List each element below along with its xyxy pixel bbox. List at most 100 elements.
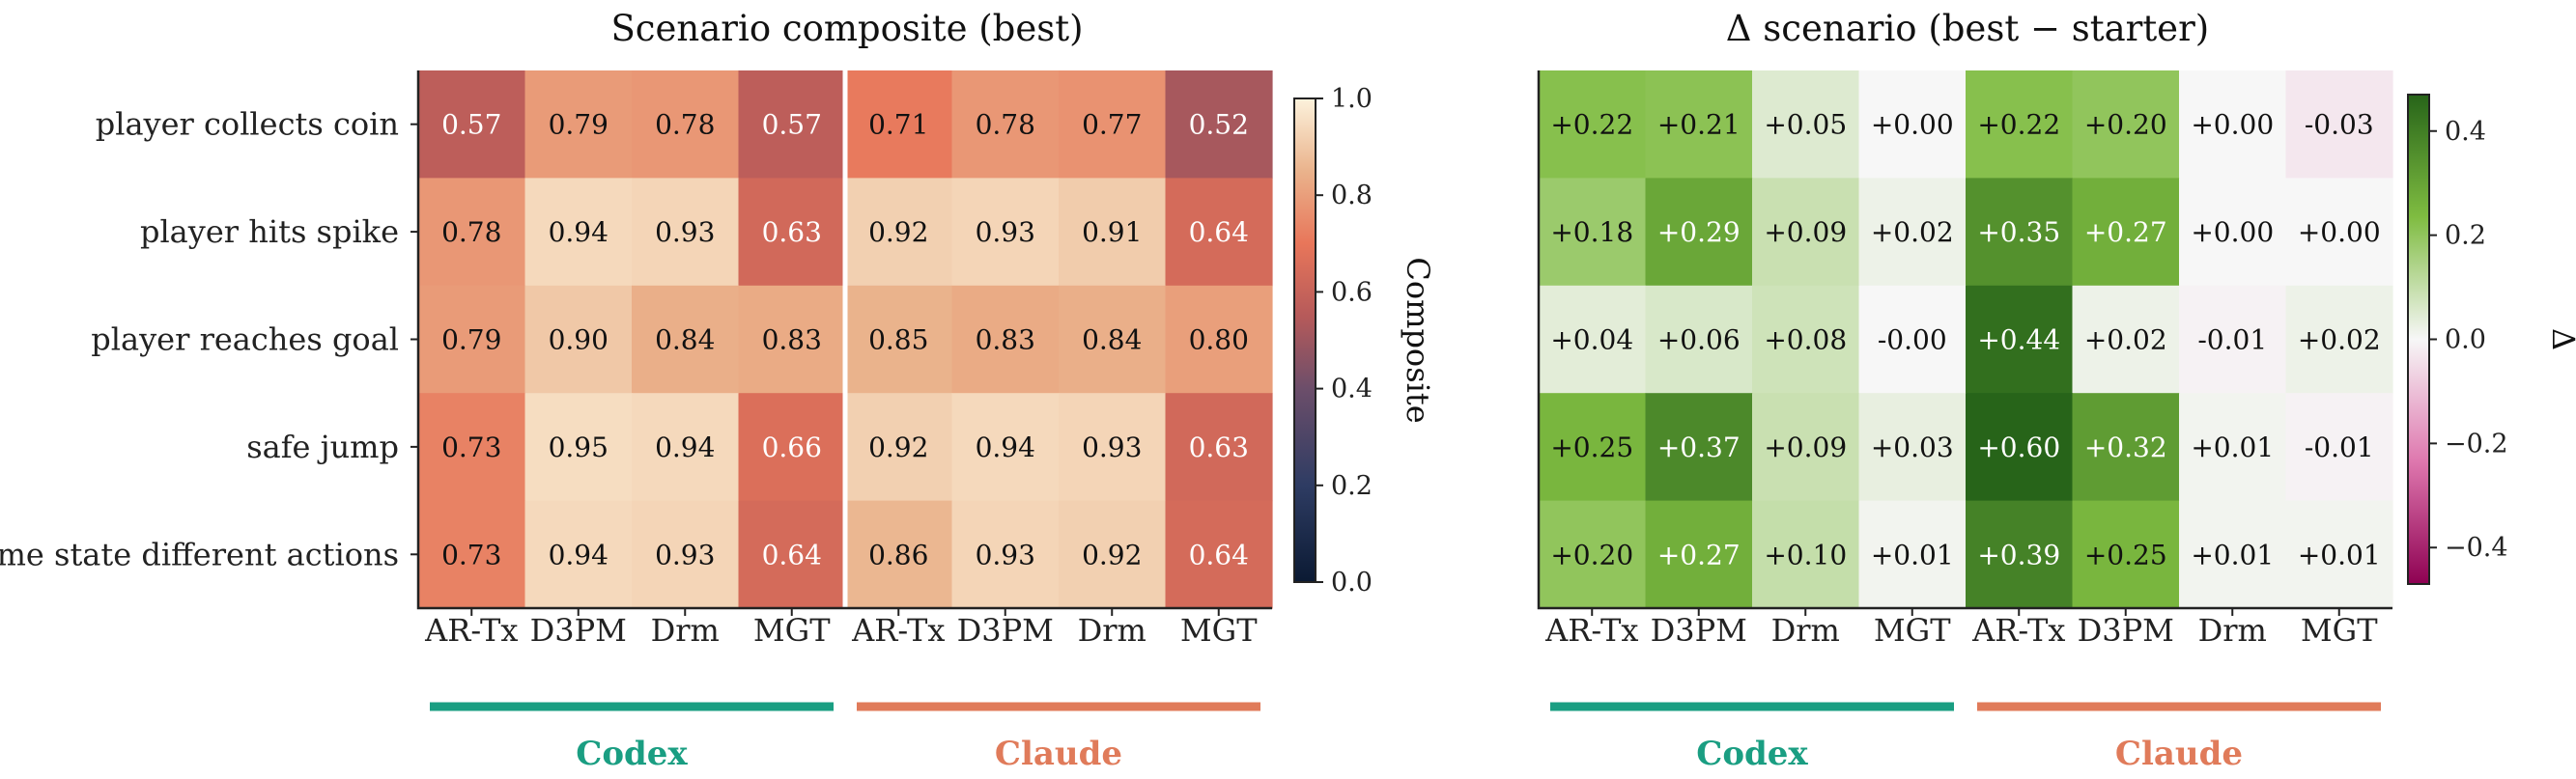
heatmap-cell: [2179, 178, 2287, 287]
cell-value-label: 0.71: [868, 109, 928, 141]
cell-value-label: 0.52: [1189, 109, 1249, 141]
x-tick-label: Drm: [2198, 612, 2267, 649]
cell-value-label: 0.94: [549, 216, 609, 248]
row-label: same state different actions: [0, 536, 399, 572]
heatmap-cell: [1165, 393, 1273, 502]
heatmap-cell: [951, 285, 1060, 394]
x-tick-label: MGT: [1874, 612, 1951, 649]
heatmap-cell: [418, 500, 526, 609]
x-tick-label: MGT: [2301, 612, 2378, 649]
delta-cells: +0.22 +0.21 +0.05 +0.00 +0.22 +0.20 +0.00 -0.03…: [1537, 70, 2393, 610]
cell-value-label: +0.02: [2298, 324, 2381, 356]
cell-value-label: 0.63: [762, 216, 822, 248]
cell-value-label: 0.84: [1082, 324, 1142, 356]
heatmap-cell: [738, 393, 846, 502]
heatmap-cell: [2179, 285, 2287, 394]
heatmap-cell: [1165, 178, 1273, 287]
heatmap-cell: [1059, 178, 1167, 287]
heatmap-cell: [1165, 285, 1273, 394]
cell-value-label: -0.00: [1878, 324, 1947, 356]
heatmap-cell: [1539, 70, 1647, 179]
cell-value-label: +0.01: [2191, 539, 2274, 570]
cell-value-label: 0.91: [1082, 216, 1142, 248]
heatmap-cell: [1059, 70, 1167, 179]
x-tick-label: MGT: [753, 612, 831, 649]
heatmap-cell: [418, 178, 526, 287]
colorbar-tick-label: −0.4: [2445, 533, 2508, 563]
cell-value-label: 0.63: [1189, 431, 1249, 463]
row-label: safe jump: [246, 429, 399, 465]
cell-value-label: +0.27: [2084, 216, 2167, 248]
heatmap-cell: [1752, 178, 1860, 287]
cell-value-label: +0.02: [2084, 324, 2167, 356]
axis-spine: [1537, 70, 2392, 610]
cell-value-label: 0.94: [976, 431, 1035, 463]
x-tick-label: D3PM: [530, 612, 627, 649]
heatmap-cell: [1966, 178, 2074, 287]
heatmap-cell: [1858, 285, 1967, 394]
heatmap-cell: [1752, 285, 1860, 394]
heatmap-cell: [1966, 70, 2074, 179]
x-tick-label: AR-Tx: [424, 612, 518, 649]
heatmap-cell: [2072, 393, 2180, 502]
cell-value-label: +0.01: [2191, 431, 2274, 463]
cell-value-label: 0.64: [1189, 539, 1249, 570]
heatmap-cell: [2072, 70, 2180, 179]
heatmap-cell: [2072, 285, 2180, 394]
heatmap-cell: [738, 70, 846, 179]
heatmap-cell: [1858, 500, 1967, 609]
cell-value-label: +0.37: [1657, 431, 1741, 463]
cell-value-label: +0.20: [1550, 539, 1633, 570]
cell-value-label: 0.95: [549, 431, 609, 463]
cell-value-label: 0.83: [976, 324, 1035, 356]
x-tick-label: D3PM: [1651, 612, 1747, 649]
heatmap-cell: [1645, 285, 1753, 394]
cell-value-label: +0.08: [1764, 324, 1847, 356]
cell-value-label: +0.10: [1764, 539, 1847, 570]
cell-value-label: +0.39: [1977, 539, 2060, 570]
heatmap-cell: [1539, 285, 1647, 394]
x-tick-label: Drm: [651, 612, 720, 649]
heatmap-cell: [2072, 500, 2180, 609]
heatmap-cell: [1966, 500, 2074, 609]
composite-group-legend: Codex Claude: [430, 702, 1260, 773]
colorbar-tick-label: 0.4: [1331, 375, 1373, 404]
heatmap-cell: [2285, 285, 2393, 394]
heatmap-cell: [524, 178, 633, 287]
heatmap-cell: [951, 70, 1060, 179]
cell-value-label: 0.57: [441, 109, 501, 141]
colorbar-tick-label: 0.2: [1331, 471, 1373, 501]
heatmap-cell: [418, 285, 526, 394]
colorbar-label: Composite: [1400, 257, 1436, 423]
delta-group-legend: Codex Claude: [1550, 702, 2381, 773]
cell-value-label: +0.21: [1657, 109, 1741, 141]
cell-value-label: 0.93: [976, 539, 1035, 570]
heatmap-cell: [1645, 70, 1753, 179]
heatmap-cell: [1645, 178, 1753, 287]
cell-value-label: -0.01: [2305, 431, 2374, 463]
delta-x-ticks: AR-Tx D3PM Drm MGT AR-Tx D3PM Drm MGT: [1544, 608, 2378, 649]
cell-value-label: +0.00: [2191, 109, 2274, 141]
x-tick-label: D3PM: [957, 612, 1054, 649]
cell-value-label: 0.77: [1082, 109, 1142, 141]
colorbar-tick-label: 0.4: [2445, 117, 2486, 147]
x-tick-label: AR-Tx: [1544, 612, 1638, 649]
heatmap-cell: [1966, 393, 2074, 502]
x-tick-label: Drm: [1078, 612, 1146, 649]
colorbar-tick-label: 0.2: [2445, 221, 2486, 251]
cell-value-label: +0.04: [1550, 324, 1633, 356]
cell-value-label: 0.86: [868, 539, 928, 570]
heatmap-cell: [1059, 393, 1167, 502]
cell-value-label: +0.09: [1764, 216, 1847, 248]
cell-value-label: 0.73: [441, 431, 501, 463]
delta-panel: Δ scenario (best − starter) +0.22 +0.21 +0…: [1537, 8, 2576, 773]
cell-value-label: 0.78: [976, 109, 1035, 141]
cell-value-label: -0.01: [2197, 324, 2267, 356]
heatmap-cell: [2072, 178, 2180, 287]
heatmap-cell: [1645, 500, 1753, 609]
heatmap-cell: [2285, 70, 2393, 179]
heatmap-cell: [1858, 393, 1967, 502]
delta-title: Δ scenario (best − starter): [1726, 8, 2209, 49]
cell-value-label: 0.92: [868, 431, 928, 463]
